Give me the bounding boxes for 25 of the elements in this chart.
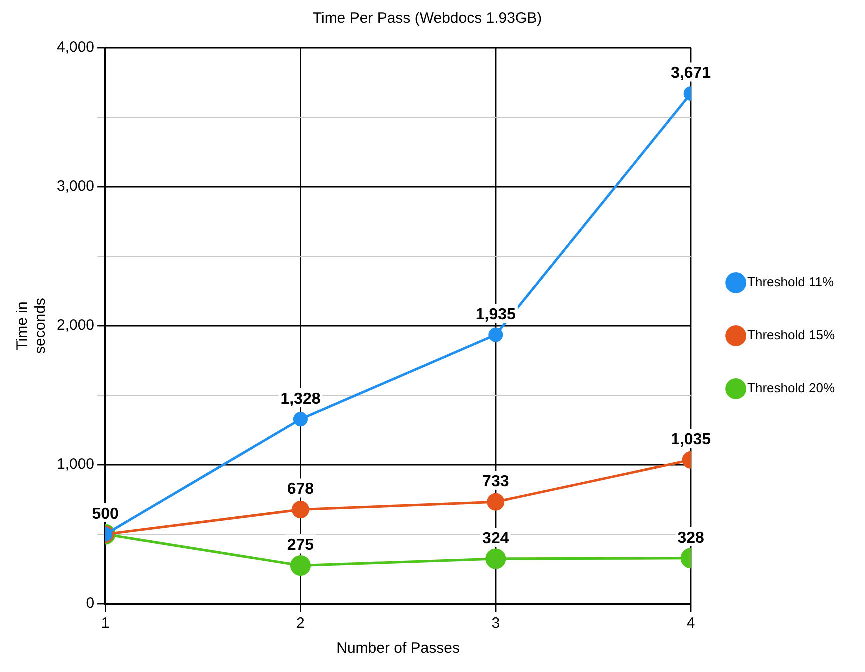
data-label: 3,671 bbox=[671, 65, 712, 82]
x-tick-label: 4 bbox=[686, 615, 696, 632]
x-tick-label: 3 bbox=[492, 615, 500, 632]
y-tick-label: 3,000 bbox=[56, 178, 95, 196]
data-label: 678 bbox=[287, 481, 314, 498]
y-tick-label: 2,000 bbox=[56, 317, 95, 334]
chart-title: Time Per Pass (Webdocs 1.93GB) bbox=[312, 10, 542, 28]
data-label: 1,935 bbox=[476, 306, 516, 324]
data-label: 275 bbox=[287, 537, 314, 554]
data-label: 324 bbox=[482, 530, 510, 548]
data-label: 1,328 bbox=[280, 390, 321, 408]
x-tick-label: 2 bbox=[296, 615, 305, 632]
legend-label: Threshold 15% bbox=[748, 328, 836, 343]
y-tick-label: 0 bbox=[86, 595, 95, 612]
y-tick-label: 1,000 bbox=[56, 456, 95, 474]
data-label: 500 bbox=[92, 506, 119, 523]
data-label: 1,035 bbox=[671, 432, 712, 449]
legend-label: Threshold 20% bbox=[748, 380, 836, 396]
x-axis-title: Number of Passes bbox=[336, 640, 460, 658]
legend-label: Threshold 11% bbox=[748, 274, 834, 290]
x-tick-label: 1 bbox=[101, 615, 110, 632]
y-tick-label: 4,000 bbox=[56, 39, 95, 56]
y-axis-title: Time in seconds bbox=[14, 298, 50, 354]
data-label: 733 bbox=[482, 474, 510, 491]
data-label: 328 bbox=[678, 530, 705, 547]
